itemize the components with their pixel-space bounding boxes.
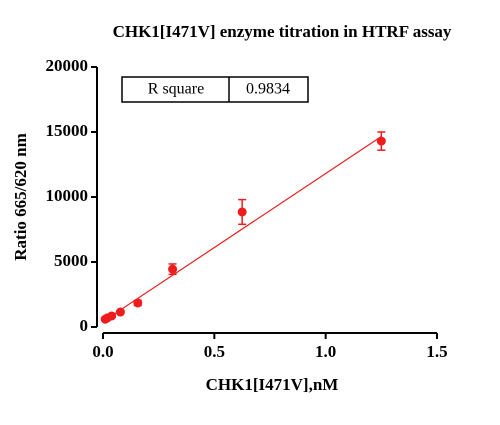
y-tick-label: 20000 [46,56,89,75]
point [168,264,178,274]
x-axis-label: CHK1[I471V],nM [206,375,339,394]
point [376,136,386,146]
y-tick-label: 5000 [54,251,88,270]
x-tick-label: 0.0 [92,342,113,361]
chart-title: CHK1[I471V] enzyme titration in HTRF ass… [113,22,452,41]
table-label: R square [148,81,204,98]
point [237,207,247,217]
y-tick-label: 0 [80,316,89,335]
point [115,307,125,317]
table-value: 0.9834 [246,81,290,98]
x-tick-label: 1.5 [426,342,447,361]
fit-line [102,136,382,323]
y-tick-label: 10000 [46,186,89,205]
point [133,298,143,308]
y-axis-label: Ratio 665/620 nm [11,133,30,261]
stat-table: R square 0.9834 [121,76,309,103]
point [107,311,117,321]
x-tick-label: 1.0 [315,342,336,361]
table-border [121,76,309,103]
y-tick-label: 15000 [46,121,89,140]
x-tick-label: 0.5 [204,342,225,361]
